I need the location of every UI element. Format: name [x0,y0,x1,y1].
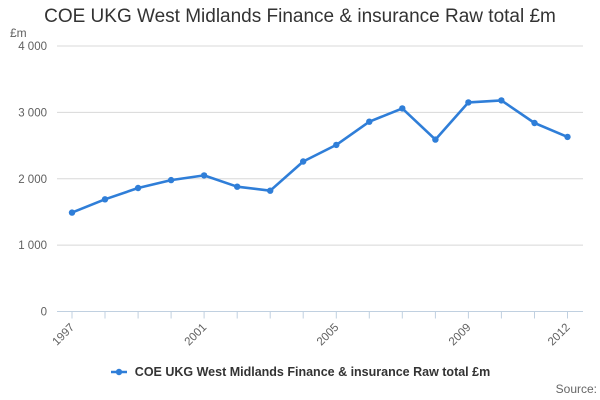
data-point-marker-2011[interactable] [531,119,538,127]
x-axis-tick-label: 1997 [51,322,78,349]
legend-label: COE UKG West Midlands Finance & insuranc… [134,365,491,379]
y-axis-tick-label: 0 [41,307,47,319]
line-chart-plot-area: 0 1 000 2 000 3 000 4 000 1997 2001 2005 2009 201… [18,41,583,349]
data-point-marker-1998[interactable] [101,196,109,203]
legend-line-marker-icon [110,368,127,376]
data-point-marker-2009[interactable] [465,99,472,106]
data-point-marker-2008[interactable] [432,136,439,143]
data-point-marker-2000[interactable] [167,176,175,184]
y-axis-unit-label: £m [10,26,27,40]
data-point-marker-2003[interactable] [267,187,274,194]
data-point-marker-2001[interactable] [200,172,208,179]
data-point-marker-2006[interactable] [366,118,373,125]
data-point-marker-1997[interactable] [68,209,76,216]
data-point-marker-2004[interactable] [300,158,307,165]
legend[interactable]: COE UKG West Midlands Finance & insuranc… [0,363,600,381]
data-point-marker-2007[interactable] [399,105,406,112]
x-axis-tick-label: 2012 [546,322,573,349]
data-point-marker-1999[interactable] [134,184,142,192]
y-axis-tick-label: 4 000 [18,41,47,53]
x-axis-tick-label: 2009 [447,322,474,349]
data-point-marker-2005[interactable] [333,141,340,149]
series-line[interactable] [70,99,569,214]
source-credit: Source: [555,382,597,396]
y-axis-tick-label: 2 000 [18,174,47,186]
y-axis-tick-label: 1 000 [18,240,47,252]
chart-title: COE UKG West Midlands Finance & insuranc… [44,6,556,27]
y-axis-tick-label: 3 000 [18,107,47,119]
data-point-marker-2012[interactable] [564,133,571,141]
data-point-marker-2002[interactable] [234,183,241,190]
x-axis-tick-label: 2001 [183,322,210,349]
x-axis-tick-label: 2005 [315,322,342,349]
data-point-marker-2010[interactable] [498,97,505,104]
